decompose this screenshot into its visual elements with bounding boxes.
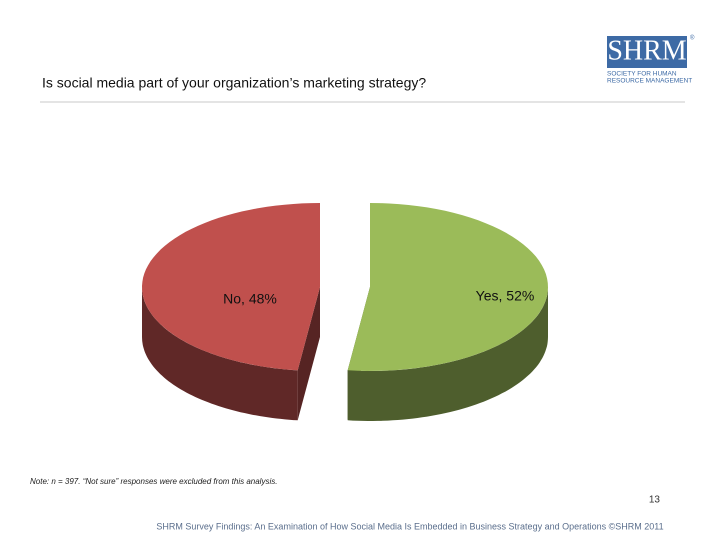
data-label: No, 48%: [223, 291, 277, 307]
chart-title: Is social media part of your organizatio…: [42, 75, 426, 91]
slice-side: [142, 287, 298, 421]
logo-tagline: SOCIETY FOR HUMAN: [607, 71, 677, 78]
logo-mark: ®: [690, 35, 695, 42]
slice-side: [347, 287, 548, 421]
page-number: 13: [649, 495, 661, 506]
slice: [142, 203, 320, 371]
logo-tagline: RESOURCE MANAGEMENT: [607, 78, 692, 85]
slice-face: [297, 287, 320, 421]
logo-name: SHRM: [607, 35, 686, 66]
data-label: Yes, 52%: [476, 288, 535, 304]
footer: SHRM Survey Findings: An Examination of …: [156, 521, 663, 531]
logo-box: [607, 36, 687, 68]
pie: Yes, 52% No, 48%: [142, 203, 548, 421]
slice: [347, 203, 548, 371]
note: Note: n = 397. “Not sure” responses were…: [30, 477, 277, 486]
